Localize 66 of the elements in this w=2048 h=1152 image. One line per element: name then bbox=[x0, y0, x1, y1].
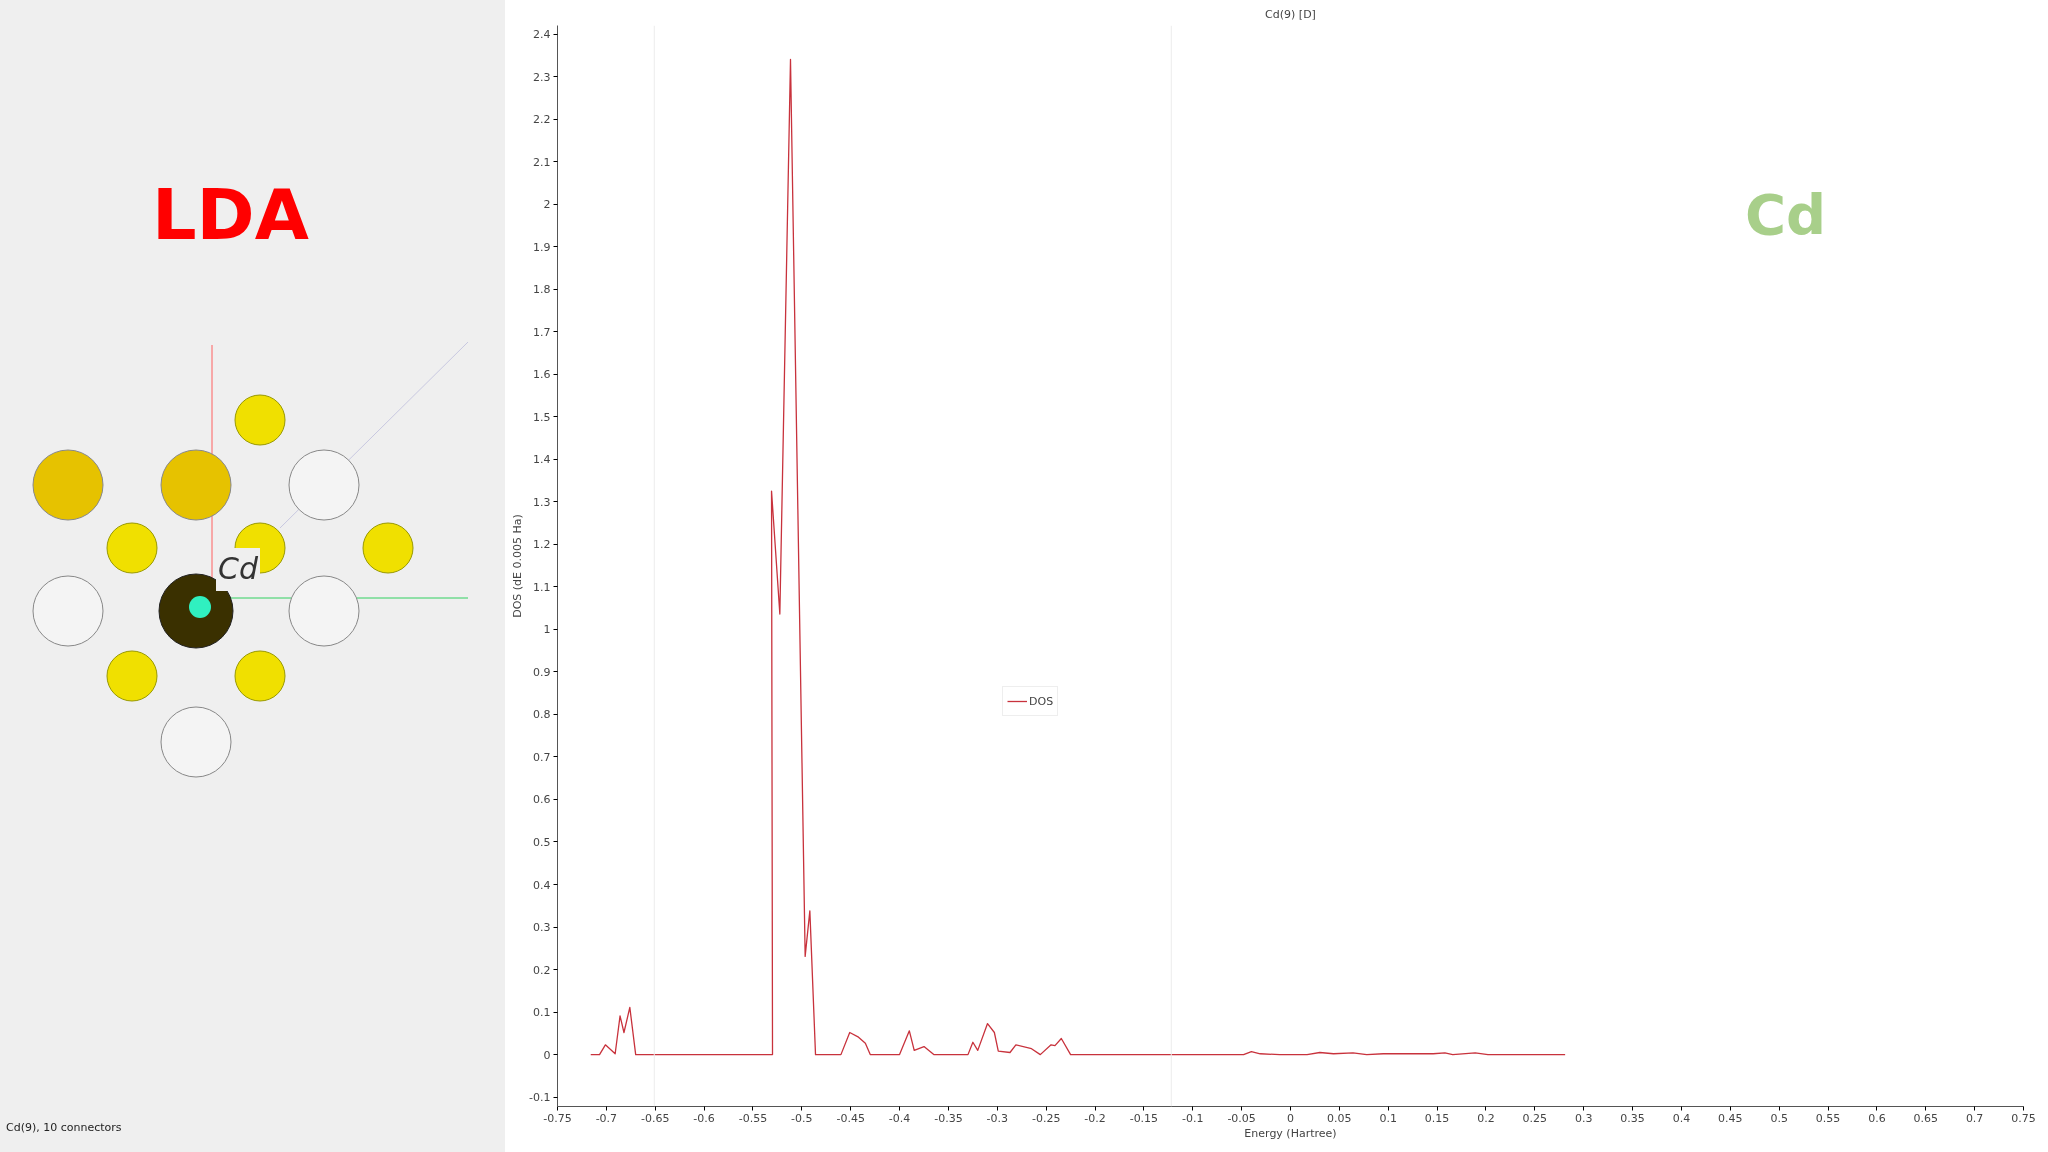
legend-label: DOS bbox=[1029, 694, 1054, 708]
y-tick-label: 2.3 bbox=[533, 70, 551, 84]
y-axis-title: DOS (dE 0.005 Ha) bbox=[511, 514, 525, 618]
y-tick-label: 1.3 bbox=[533, 495, 551, 509]
y-tick-label: 0.6 bbox=[533, 793, 551, 807]
x-tick-label: 0.5 bbox=[1770, 1111, 1788, 1125]
x-tick-label: -0.05 bbox=[1227, 1111, 1256, 1125]
y-tick-label: 0.5 bbox=[533, 835, 551, 849]
x-tick-label: 0.2 bbox=[1477, 1111, 1495, 1125]
x-tick-label: -0.25 bbox=[1031, 1111, 1061, 1125]
text: Cd(9), 10 connectors bbox=[6, 1120, 122, 1136]
x-tick-label: 0.65 bbox=[1913, 1111, 1939, 1125]
x-axis-title: Energy (Hartree) bbox=[1244, 1126, 1337, 1140]
y-tick-label: 0.4 bbox=[533, 878, 551, 892]
annotation: Cd bbox=[1744, 181, 1827, 247]
x-tick-label: -0.55 bbox=[738, 1111, 768, 1125]
line-series bbox=[590, 58, 1566, 1056]
y-tick-label: 0.9 bbox=[533, 665, 551, 679]
x-tick-label: -0.15 bbox=[1129, 1111, 1159, 1125]
y-tick-label: 0 bbox=[543, 1048, 551, 1062]
x-tick-label: 0.6 bbox=[1868, 1111, 1886, 1125]
x-tick-label: 0.7 bbox=[1965, 1111, 1984, 1125]
y-tick-label: 1.2 bbox=[533, 538, 551, 552]
x-tick-label: 0.3 bbox=[1574, 1111, 1593, 1125]
y-tick-label: 2.2 bbox=[533, 113, 551, 127]
text: Cd bbox=[216, 548, 260, 591]
x-tick-label: -0.1 bbox=[1182, 1111, 1204, 1125]
x-tick-label: -0.35 bbox=[934, 1111, 963, 1125]
y-tick-label: 1.8 bbox=[533, 283, 551, 297]
y-tick-label: -0.1 bbox=[529, 1091, 551, 1105]
y-tick-label: 0.8 bbox=[533, 708, 551, 722]
y-tick-label: 0.3 bbox=[533, 921, 551, 935]
x-tick-label: -0.3 bbox=[986, 1111, 1009, 1125]
y-tick-label: 1.7 bbox=[533, 325, 551, 339]
x-tick-label: 0.15 bbox=[1424, 1111, 1450, 1125]
y-tick-label: 1.9 bbox=[533, 240, 551, 254]
x-tick-label: -0.5 bbox=[791, 1111, 813, 1125]
x-tick-label: -0.6 bbox=[693, 1111, 715, 1125]
y-tick-label: 0.7 bbox=[533, 750, 551, 764]
x-tick-label: -0.7 bbox=[595, 1111, 618, 1125]
y-tick-label: 1.6 bbox=[533, 368, 551, 382]
x-tick-label: 0.1 bbox=[1379, 1111, 1397, 1125]
x-tick-label: 0.25 bbox=[1522, 1111, 1548, 1125]
y-tick-label: 1.1 bbox=[533, 580, 551, 594]
y-tick-label: 1 bbox=[543, 623, 551, 637]
x-tick-label: 0 bbox=[1287, 1111, 1294, 1125]
x-tick-label: 0.35 bbox=[1620, 1111, 1645, 1125]
y-tick-label: 1.4 bbox=[533, 453, 551, 467]
y-tick-label: 2.4 bbox=[533, 28, 551, 42]
y-tick-label: 2 bbox=[543, 198, 551, 212]
x-tick-label: 0.05 bbox=[1327, 1111, 1352, 1125]
y-tick-label: 0.1 bbox=[533, 1006, 551, 1020]
x-tick-label: -0.75 bbox=[543, 1111, 572, 1125]
x-tick-label: -0.4 bbox=[888, 1111, 911, 1125]
text: LDA bbox=[152, 173, 309, 258]
y-tick-label: 2.1 bbox=[533, 155, 551, 169]
y-tick-label: 0.2 bbox=[533, 963, 551, 977]
x-tick-label: 0.75 bbox=[2011, 1111, 2036, 1125]
x-tick-label: -0.2 bbox=[1084, 1111, 1106, 1125]
x-tick-label: 0.4 bbox=[1672, 1111, 1691, 1125]
x-tick-label: -0.65 bbox=[641, 1111, 670, 1125]
chart-title: Cd(9) [D] bbox=[1265, 7, 1316, 21]
x-tick-label: -0.45 bbox=[836, 1111, 865, 1125]
x-tick-label: 0.55 bbox=[1815, 1111, 1841, 1125]
x-tick-label: 0.45 bbox=[1718, 1111, 1743, 1125]
y-tick-label: 1.5 bbox=[533, 410, 551, 424]
